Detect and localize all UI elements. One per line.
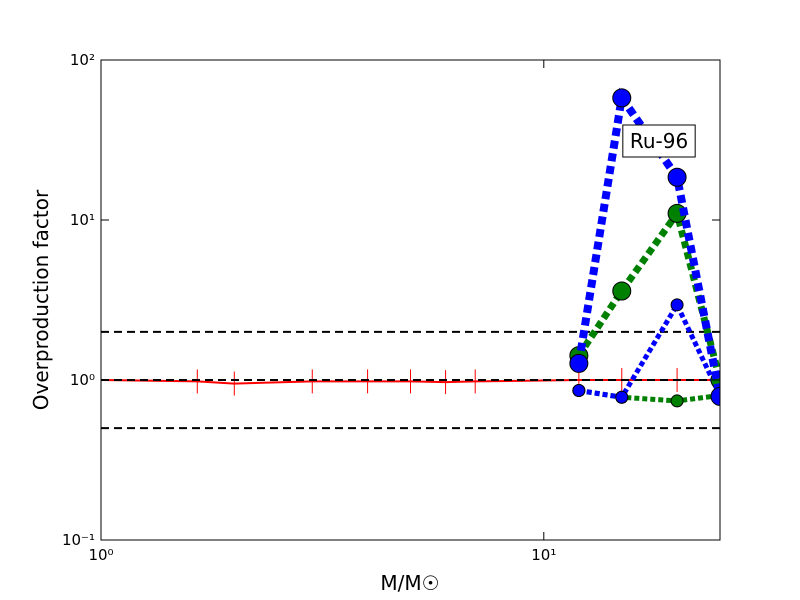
- y-tick-label: 10²: [70, 51, 95, 69]
- y-tick-label: 10⁰: [70, 371, 95, 389]
- marker: [667, 167, 687, 187]
- marker: [615, 390, 629, 404]
- marker: [612, 88, 632, 108]
- x-tick-label: 10⁰: [88, 546, 113, 564]
- marker: [572, 383, 586, 397]
- marker: [569, 353, 589, 373]
- series-line: [574, 87, 720, 398]
- annotation: Ru-96: [630, 129, 688, 153]
- series-line: [578, 299, 720, 400]
- series-line: [101, 379, 720, 385]
- x-tick-label: 10¹: [531, 546, 556, 564]
- marker: [710, 386, 720, 406]
- marker: [670, 298, 684, 312]
- series-line: [578, 388, 720, 404]
- x-axis-label: M/M☉: [380, 571, 439, 595]
- plot-area: [101, 87, 720, 430]
- y-axis-label: Overproduction factor: [29, 189, 53, 410]
- marker: [670, 394, 684, 408]
- annotation-box: [622, 124, 696, 158]
- plot-frame: [100, 59, 721, 541]
- y-tick-label: 10¹: [70, 211, 95, 229]
- y-tick-label: 10⁻¹: [62, 531, 95, 549]
- marker: [612, 281, 632, 301]
